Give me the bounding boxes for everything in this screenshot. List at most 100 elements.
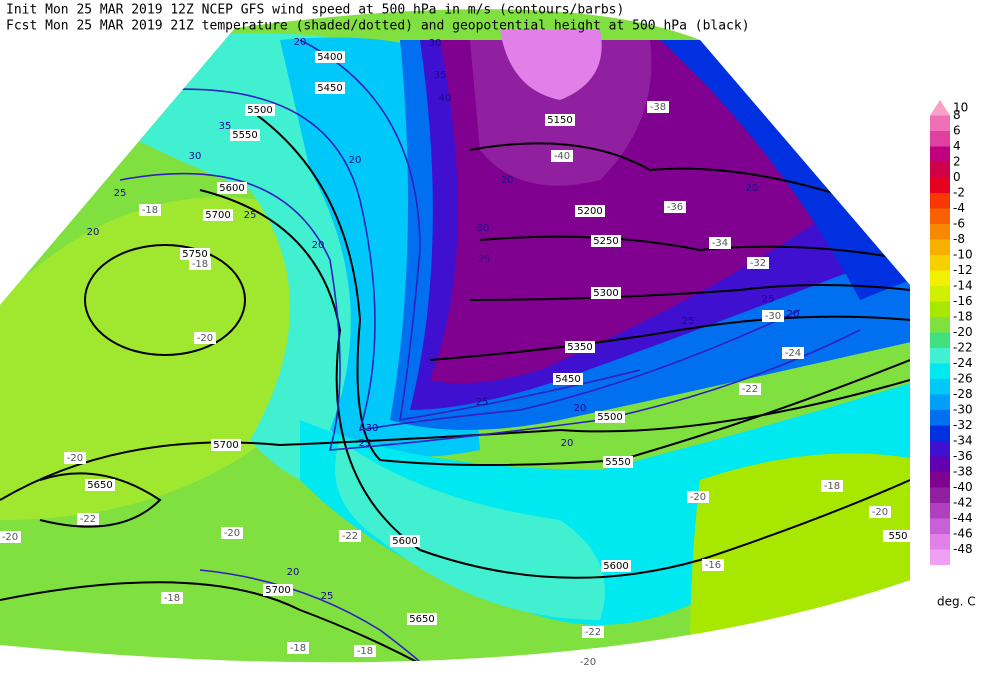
label-box — [77, 513, 99, 525]
height-label: 5500 — [597, 412, 622, 423]
height-label: 5700 — [205, 210, 230, 221]
wind-label: 20 — [287, 567, 300, 578]
label-box — [0, 531, 21, 543]
height-label: 5600 — [392, 536, 417, 547]
height-contour — [429, 315, 910, 361]
legend-swatch — [930, 549, 950, 565]
legend-label: 8 — [953, 108, 961, 122]
wind-label: 25 — [321, 591, 334, 602]
legend-label: -30 — [953, 403, 973, 417]
wind-label: 30 — [477, 223, 490, 234]
temperature-label: -24 — [785, 348, 801, 359]
height-contour — [0, 379, 910, 501]
label-box — [739, 383, 761, 395]
color-legend: 108 64 20 -2-4 -6-8 -10-12 -14-16 -18-20 -22-24 -… — [930, 100, 973, 565]
legend-label: -28 — [953, 387, 973, 401]
height-label: 5650 — [87, 480, 112, 491]
wind-label: 25 — [478, 254, 491, 265]
label-box — [565, 341, 595, 353]
label-box — [595, 411, 625, 423]
legend-label: -22 — [953, 341, 973, 355]
label-box — [315, 51, 345, 63]
legend-swatch — [930, 363, 950, 379]
legend-label: -16 — [953, 294, 973, 308]
height-label: 5750 — [182, 249, 207, 260]
legend-label: -48 — [953, 542, 973, 556]
legend-swatch — [930, 441, 950, 457]
label-box — [245, 104, 275, 116]
height-contour — [199, 189, 910, 579]
legend-swatch — [930, 534, 950, 550]
legend-label: -36 — [953, 449, 973, 463]
temperature-label: -20 — [197, 333, 213, 344]
height-contour — [469, 284, 910, 301]
legend-swatch — [930, 472, 950, 488]
legend-label: -20 — [953, 325, 973, 339]
temperature-label: -18 — [290, 643, 306, 654]
legend-label: -4 — [953, 201, 965, 215]
legend-swatch — [930, 100, 950, 116]
height-label: 5350 — [567, 342, 592, 353]
label-box — [603, 456, 633, 468]
legend-label: -38 — [953, 465, 973, 479]
legend-swatch — [930, 503, 950, 519]
legend-swatch — [930, 332, 950, 348]
label-box — [203, 209, 233, 221]
legend-label: -14 — [953, 279, 973, 293]
legend-label: -40 — [953, 480, 973, 494]
label-box — [553, 373, 583, 385]
temperature-label: -20 — [690, 492, 706, 503]
temperature-label: -18 — [164, 593, 180, 604]
wind-label: 20 — [574, 403, 587, 414]
label-box — [217, 182, 247, 194]
wind-label: 20 — [787, 309, 800, 320]
wind-label: 25 — [682, 316, 695, 327]
legend-swatch — [930, 208, 950, 224]
header-line: Fcst Mon 25 MAR 2019 21Z temperature (sh… — [6, 19, 750, 34]
wind-label: 25 — [476, 397, 489, 408]
temp-field — [470, 40, 652, 186]
wind-label: 20 — [294, 37, 307, 48]
wind-label: 30 — [429, 38, 442, 49]
legend-swatch — [930, 394, 950, 410]
legend-label: -6 — [953, 217, 965, 231]
height-label: 5600 — [219, 183, 244, 194]
wind-label: 30 — [189, 151, 202, 162]
wind-label: 25 — [244, 210, 257, 221]
label-box — [591, 287, 621, 299]
temperature-label: -22 — [742, 384, 758, 395]
temp-field — [335, 440, 605, 620]
legend-label: -46 — [953, 527, 973, 541]
header-line: Init Mon 25 MAR 2019 12Z NCEP GFS wind s… — [6, 3, 624, 18]
legend-swatch — [930, 224, 950, 240]
wind-label: 25 — [762, 294, 775, 305]
label-box — [664, 201, 686, 213]
label-box — [762, 310, 784, 322]
label-box — [354, 645, 376, 657]
height-label: 5700 — [265, 585, 290, 596]
map-labels: 5400 5450 5500 5550 5600 5700 5750 5700 5650 5600… — [0, 37, 913, 668]
label-box — [180, 248, 210, 260]
legend-swatch — [930, 239, 950, 255]
label-box — [582, 626, 604, 638]
height-contour — [249, 109, 910, 466]
label-box — [883, 530, 913, 542]
wind-label: 30 — [366, 423, 379, 434]
label-box — [221, 527, 243, 539]
height-label: 5450 — [317, 83, 342, 94]
label-box — [869, 506, 891, 518]
wind-contour — [119, 172, 861, 451]
label-box — [601, 560, 631, 572]
legend-swatch — [930, 286, 950, 302]
height-contour — [0, 581, 451, 663]
height-label: 5700 — [213, 440, 238, 451]
temperature-label: -18 — [357, 646, 373, 657]
legend-swatch — [930, 177, 950, 193]
legend-swatch — [930, 270, 950, 286]
temperature-label: -34 — [712, 238, 728, 249]
temperature-label: -22 — [80, 514, 96, 525]
label-box — [647, 101, 669, 113]
legend-swatch — [930, 115, 950, 131]
temperature-label: -20 — [872, 507, 888, 518]
wind-label: 20 — [312, 240, 325, 251]
